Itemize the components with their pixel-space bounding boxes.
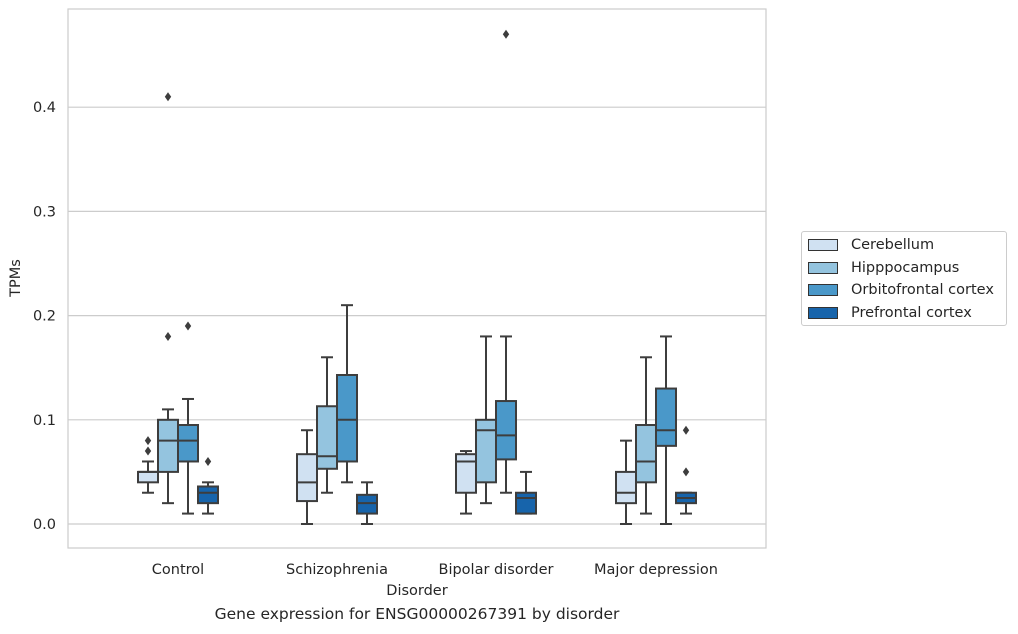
box-prefrontal-cortex-2 [515,470,537,515]
box-prefrontal-cortex-1 [356,481,378,525]
outlier-point [164,331,172,341]
box-cerebellum-3 [615,439,637,525]
box-iqr [655,387,677,447]
boxes-layer [137,29,697,525]
box-hipppocampus-1 [316,356,338,494]
box-orbitofrontal-cortex-0 [177,321,199,515]
outlier-point [144,446,152,456]
x-tick-labels: Control Schizophrenia Bipolar disorder Majo… [152,562,718,578]
box-cerebellum-2 [455,450,477,515]
box-hipppocampus-3 [635,356,657,515]
x-tick-label: Major depression [594,562,718,578]
y-tick-labels: 0.0 0.1 0.2 0.3 0.4 [33,100,56,533]
y-tick-label: 0.3 [33,204,56,220]
x-tick-label: Schizophrenia [286,562,388,578]
box-orbitofrontal-cortex-1 [336,304,358,484]
legend-item-cerebellum: Cerebellum [808,235,934,255]
legend-swatch-cerebellum [808,239,838,251]
box-prefrontal-cortex-0 [197,456,219,515]
box-iqr [515,491,537,515]
legend-swatch-orbitofrontal [808,284,838,296]
box-iqr [316,405,338,470]
box-iqr [177,424,199,463]
outlier-point [502,29,510,39]
legend-item-orbitofrontal: Orbitofrontal cortex [808,280,994,300]
legend-label-cerebellum: Cerebellum [851,237,935,253]
box-iqr [296,453,318,503]
box-iqr [615,470,637,505]
outlier-point [204,456,212,466]
outlier-point [164,92,172,102]
x-axis-label: Disorder [386,583,447,599]
legend-label-prefrontal: Prefrontal cortex [851,305,972,321]
box-iqr [157,418,179,473]
box-prefrontal-cortex-3 [675,425,697,515]
legend-item-hippocampus: Hipppocampus [808,258,959,278]
y-tick-label: 0.0 [33,517,56,533]
y-tick-label: 0.4 [33,100,56,116]
x-tick-label: Bipolar disorder [439,562,554,578]
box-iqr [356,493,378,515]
y-tick-label: 0.1 [33,413,56,429]
legend-label-hippocampus: Hipppocampus [851,260,960,276]
box-orbitofrontal-cortex-3 [655,335,677,525]
x-tick-label: Control [152,562,204,578]
box-iqr [336,373,358,463]
legend-item-prefrontal: Prefrontal cortex [808,303,972,323]
box-hipppocampus-0 [157,92,179,505]
legend-swatch-prefrontal [808,307,838,319]
outlier-point [682,467,690,477]
y-axis-label: TPMs [8,259,24,298]
box-iqr [197,485,219,505]
plot-area-frame [67,8,767,549]
legend-swatch-hippocampus [808,262,838,274]
grid-lines [68,106,766,525]
box-hipppocampus-2 [475,335,497,505]
legend-label-orbitofrontal: Orbitofrontal cortex [851,282,994,298]
outlier-point [184,321,192,331]
box-cerebellum-1 [296,429,318,525]
outlier-point [682,425,690,435]
legend: Cerebellum Hipppocampus Orbitofrontal co… [801,231,1007,326]
box-iqr [495,400,517,461]
box-iqr [137,470,159,484]
box-orbitofrontal-cortex-2 [495,29,517,494]
box-iqr [635,424,657,484]
box-cerebellum-0 [137,436,159,494]
box-iqr [455,453,477,494]
y-tick-label: 0.2 [33,309,56,325]
chart-caption: Gene expression for ENSG00000267391 by d… [214,605,620,623]
outlier-point [144,436,152,446]
box-iqr [475,418,497,484]
